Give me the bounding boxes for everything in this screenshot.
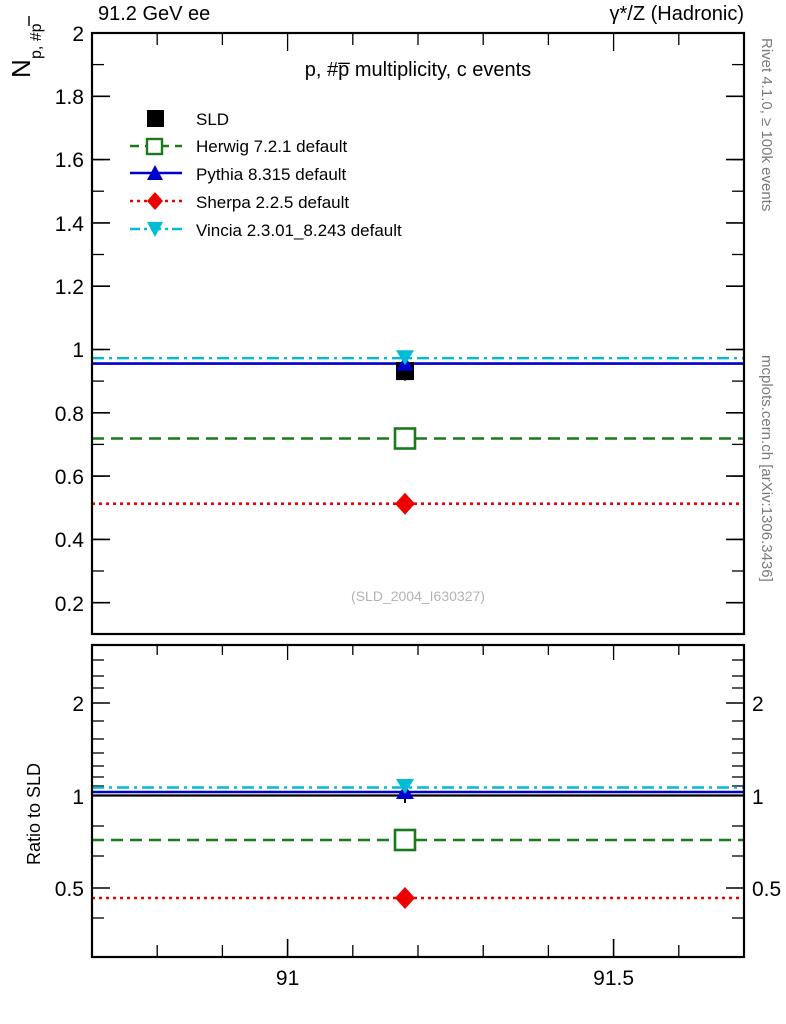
main-yaxis-major-ticks (92, 32, 744, 604)
main-panel: 2 1.8 1.6 1.4 1.2 1 0.8 0.6 0.4 0.2 N p,… (6, 16, 746, 636)
legend-item-sherpa[interactable]: Sherpa 2.2.5 default (130, 192, 349, 212)
main-ytick-1p6: 1.6 (55, 149, 84, 172)
svg-text:p, #p: p, #p (28, 23, 45, 59)
xtick-91: 91 (276, 967, 299, 990)
main-ytick-0p2: 0.2 (55, 593, 84, 616)
ratio-xaxis-major-ticks (286, 939, 615, 957)
ratio-yaxis-minor-ticks (92, 659, 744, 919)
legend-item-herwig[interactable]: Herwig 7.2.1 default (130, 137, 347, 156)
ratio-ytick-2-left: 2 (72, 693, 84, 716)
xtick-labels: 91 91.5 (276, 967, 634, 990)
legend-label-pythia: Pythia 8.315 default (196, 165, 347, 184)
main-panel-frame (90, 31, 746, 636)
legend-item-sld[interactable]: SLD (147, 110, 229, 129)
legend-marker-sherpa-diamond-icon (147, 192, 163, 210)
ratio-yaxis-title: Ratio to SLD (24, 763, 44, 865)
ratio-marker-vincia (396, 779, 414, 794)
legend-marker-vincia-triangle-down-icon (147, 222, 163, 237)
main-ytick-labels: 2 1.8 1.6 1.4 1.2 1 0.8 0.6 0.4 0.2 (55, 23, 85, 616)
ratio-panel: 2 1 0.5 2 1 0.5 Ratio to SLD (24, 643, 781, 990)
header-left: 91.2 GeV ee (98, 3, 210, 25)
legend-label-sherpa: Sherpa 2.2.5 default (196, 193, 349, 212)
ratio-marker-herwig (393, 828, 417, 852)
legend-item-pythia[interactable]: Pythia 8.315 default (130, 165, 347, 184)
series-marker-vincia (396, 350, 414, 366)
main-ytick-0p8: 0.8 (55, 403, 84, 426)
main-yaxis-minor-ticks (92, 63, 744, 635)
ratio-ytick-0p5-right: 0.5 (752, 878, 781, 901)
main-xaxis-top-ticks (156, 33, 680, 51)
legend-label-vincia: Vincia 2.3.01_8.243 default (196, 221, 402, 240)
ratio-ytick-1-left: 1 (72, 786, 84, 809)
ratio-ytick-labels-right: 2 1 0.5 (752, 693, 781, 901)
ratio-xaxis-minor-ticks (156, 645, 680, 957)
header-right: γ*/Z (Hadronic) (610, 3, 744, 25)
legend-label-sld: SLD (196, 110, 229, 129)
ratio-panel-frame (90, 643, 746, 959)
main-ytick-1p8: 1.8 (55, 86, 84, 109)
main-ytick-1p2: 1.2 (55, 276, 84, 299)
xtick-91p5: 91.5 (593, 967, 634, 990)
legend: SLD Herwig 7.2.1 default Pythia 8.315 de… (130, 110, 402, 240)
analysis-watermark: (SLD_2004_I630327) (351, 588, 485, 604)
svg-text:N: N (6, 59, 36, 78)
legend-marker-pythia-triangle-up-icon (147, 165, 163, 180)
main-ytick-0p6: 0.6 (55, 466, 84, 489)
main-yaxis-title: N p, #p (6, 16, 45, 78)
ratio-ytick-1-right: 1 (752, 786, 764, 809)
side-label-mcplots: mcplots.cern.ch [arXiv:1306.3436] (758, 355, 775, 582)
legend-marker-herwig-open-square-icon (145, 137, 164, 156)
main-ytick-2: 2 (72, 23, 84, 46)
legend-marker-sld-square-icon (147, 110, 164, 127)
chart-title: p, #p̅ multiplicity, c events (305, 59, 531, 81)
series-marker-sherpa (395, 492, 415, 515)
side-label-rivet: Rivet 4.1.0, ≥ 100k events (758, 38, 775, 211)
ratio-marker-sherpa (395, 887, 415, 909)
legend-label-herwig: Herwig 7.2.1 default (196, 137, 347, 156)
main-ytick-1p4: 1.4 (55, 213, 85, 236)
ratio-ytick-2-right: 2 (752, 693, 764, 716)
main-ytick-1: 1 (72, 339, 84, 362)
series-marker-herwig (393, 427, 417, 450)
ratio-ytick-0p5-left: 0.5 (55, 878, 84, 901)
main-ytick-0p4: 0.4 (55, 529, 85, 552)
legend-item-vincia[interactable]: Vincia 2.3.01_8.243 default (130, 221, 402, 240)
ratio-ytick-labels-left: 2 1 0.5 (55, 693, 84, 901)
